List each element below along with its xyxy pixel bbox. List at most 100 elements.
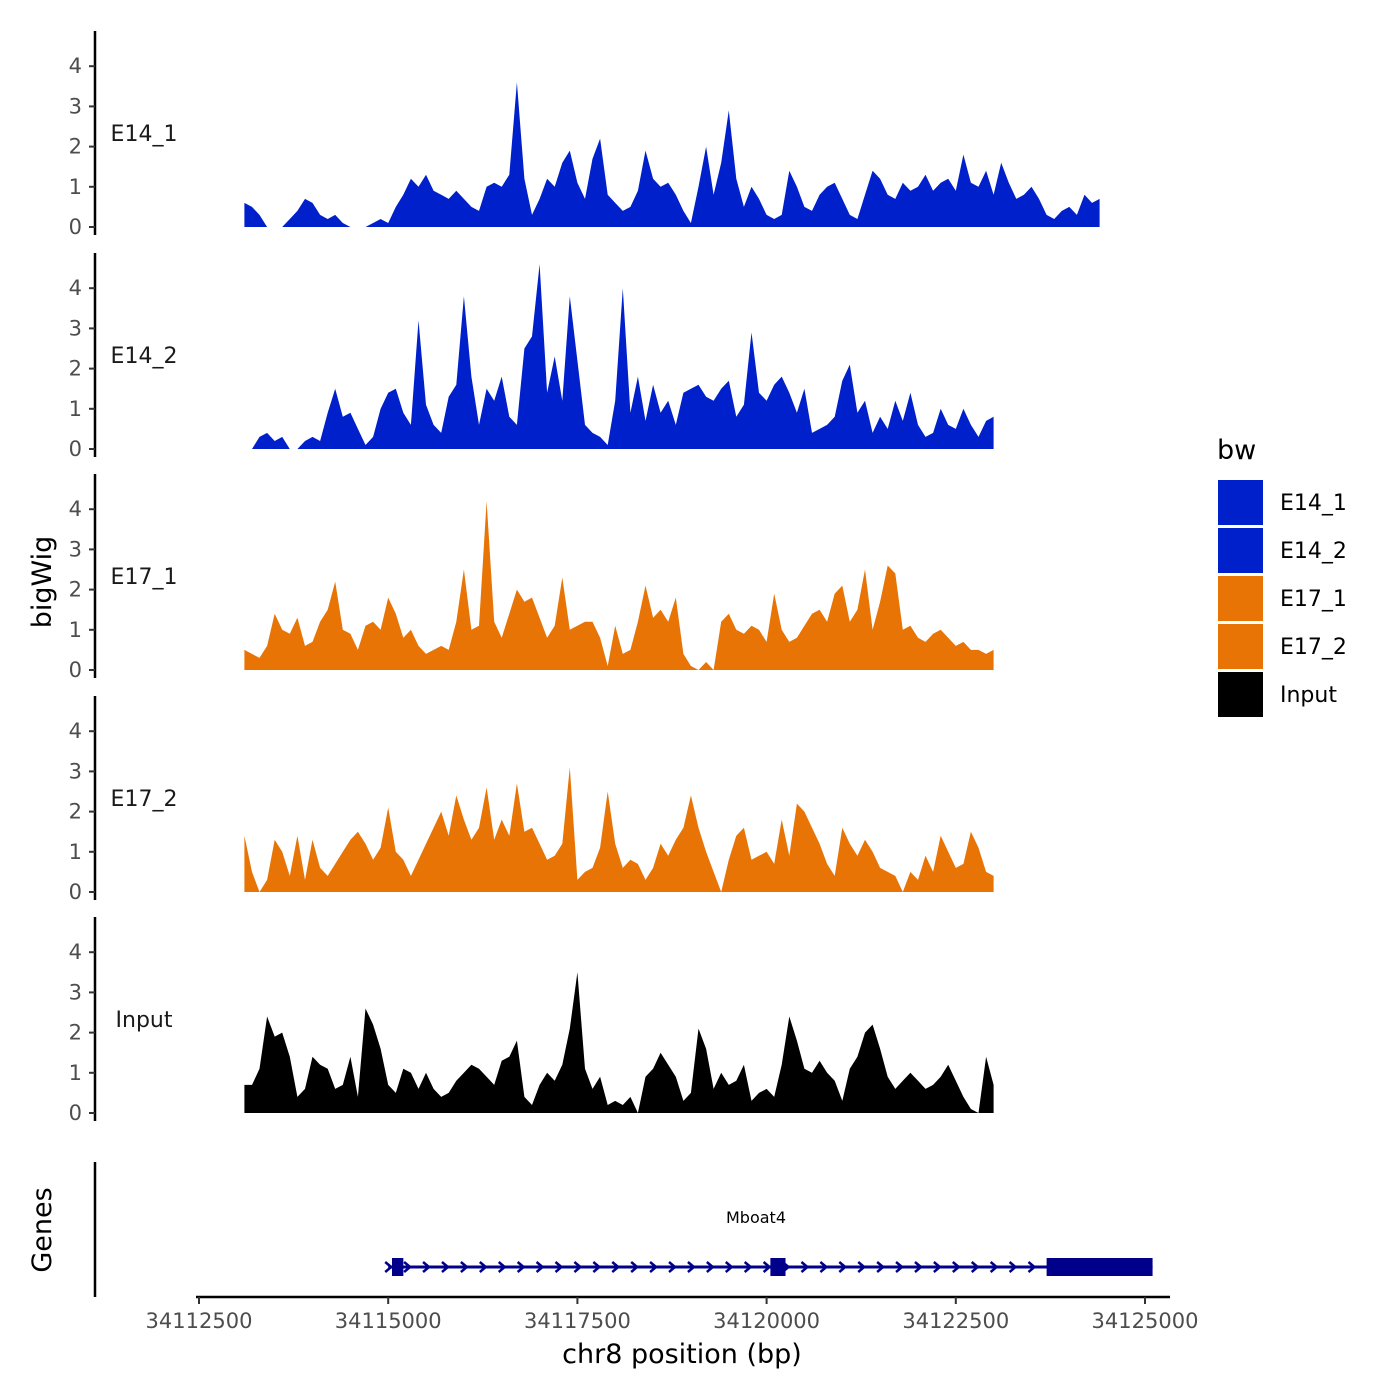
strand-arrow [876, 1261, 886, 1273]
strand-arrow [895, 1261, 904, 1273]
legend-label: E14_1 [1280, 491, 1347, 516]
strand-arrow [914, 1261, 923, 1273]
track-label: E14_2 [111, 344, 178, 369]
x-axis-title: chr8 position (bp) [562, 1339, 802, 1370]
strand-arrow [422, 1261, 431, 1273]
strand-arrow [441, 1261, 450, 1273]
legend-label: E17_2 [1280, 635, 1347, 660]
legend-swatch [1218, 480, 1263, 525]
legend-label: E14_2 [1280, 539, 1347, 564]
strand-arrow [478, 1261, 488, 1273]
strand-arrow [573, 1261, 583, 1273]
legend-swatch [1218, 624, 1263, 669]
strand-arrow [1027, 1261, 1037, 1273]
signal-area [244, 972, 994, 1113]
y-tick-label: 4 [69, 54, 82, 78]
y-tick-label: 1 [69, 397, 82, 421]
strand-arrow [724, 1261, 734, 1273]
legend-swatch [1218, 672, 1263, 717]
track-label: E17_1 [111, 565, 178, 590]
strand-arrow [516, 1261, 526, 1273]
strand-arrow [687, 1261, 696, 1273]
strand-arrow [630, 1261, 640, 1273]
x-tick-label: 34115000 [335, 1309, 442, 1333]
y-tick-label: 0 [69, 1101, 82, 1125]
y-tick-label: 2 [69, 357, 82, 381]
strand-arrow [460, 1261, 469, 1273]
strand-arrow [668, 1261, 677, 1273]
strand-arrow [649, 1261, 659, 1273]
strand-arrow [1008, 1261, 1018, 1273]
y-tick-label: 4 [69, 719, 82, 743]
track-E14_1: 0 1 2 3 4 E14_1 [69, 31, 1100, 239]
signal-area [244, 82, 1100, 227]
x-tick-label: 34125000 [1092, 1309, 1199, 1333]
x-tick-label: 34117500 [524, 1309, 631, 1333]
y-tick-label: 2 [69, 800, 82, 824]
strand-arrow [933, 1261, 942, 1273]
y-tick-label: 4 [69, 276, 82, 300]
y-tick-label: 1 [69, 1061, 82, 1085]
strand-arrow [497, 1261, 507, 1273]
y-tick-label: 2 [69, 1021, 82, 1045]
x-tick-label: 34122500 [902, 1309, 1009, 1333]
gene-label: Mboat4 [726, 1208, 786, 1227]
strand-arrow [611, 1261, 621, 1273]
gene-exon [1046, 1258, 1153, 1276]
y-tick-label: 0 [69, 437, 82, 461]
x-tick-label: 34112500 [146, 1309, 253, 1333]
strand-arrow [743, 1261, 753, 1273]
legend-label: E17_1 [1280, 587, 1347, 612]
strand-arrow [838, 1261, 848, 1273]
strand-arrow [762, 1261, 772, 1273]
y-tick-label: 3 [69, 537, 82, 561]
track-label: E14_1 [111, 122, 178, 147]
legend-label: Input [1280, 683, 1337, 708]
y-tick-label: 2 [69, 578, 82, 602]
track-label: Input [116, 1008, 173, 1033]
strand-arrow [800, 1261, 810, 1273]
track-E14_2: 0 1 2 3 4 E14_2 [69, 253, 994, 461]
y-tick-label: 0 [69, 215, 82, 239]
strand-arrow [857, 1261, 867, 1273]
y-tick-label: 2 [69, 135, 82, 159]
y-tick-label: 1 [69, 618, 82, 642]
gene-exon [770, 1258, 786, 1276]
strand-arrow [706, 1261, 715, 1273]
track-Input: 0 1 2 3 4 Input [69, 917, 994, 1125]
legend-swatch [1218, 528, 1263, 573]
gene-track-title: Genes [27, 1187, 58, 1272]
signal-area [244, 264, 994, 449]
strand-arrow [403, 1261, 413, 1273]
x-axis: 34112500 34115000 34117500 34120000 34122500… [146, 1295, 1199, 1333]
y-tick-label: 0 [69, 880, 82, 904]
signal-area [244, 767, 994, 892]
strand-arrow [592, 1261, 602, 1273]
track-E17_2: 0 1 2 3 4 E17_2 [69, 696, 994, 904]
strand-arrow [384, 1261, 394, 1273]
gene-exon [391, 1258, 404, 1276]
y-tick-label: 3 [69, 316, 82, 340]
legend: bw E14_1 E14_2 E17_1 E17_2 Input [1217, 435, 1347, 717]
y-axis-title: bigWig [27, 536, 58, 629]
legend-swatch [1218, 576, 1263, 621]
track-label: E17_2 [111, 787, 178, 812]
y-tick-label: 3 [69, 980, 82, 1004]
gene-track: Genes Mboat4 [27, 1162, 1153, 1297]
y-tick-label: 3 [69, 759, 82, 783]
strand-arrow [951, 1261, 961, 1273]
x-tick-label: 34120000 [713, 1309, 820, 1333]
legend-title: bw [1217, 435, 1256, 466]
y-tick-label: 1 [69, 840, 82, 864]
y-tick-label: 3 [69, 94, 82, 118]
strand-arrow [989, 1261, 999, 1273]
y-tick-label: 4 [69, 940, 82, 964]
y-tick-label: 4 [69, 497, 82, 521]
y-tick-label: 0 [69, 658, 82, 682]
track-E17_1: 0 1 2 3 4 E17_1 [69, 474, 994, 682]
strand-arrow [819, 1261, 829, 1273]
strand-arrow [535, 1261, 545, 1273]
y-tick-label: 1 [69, 175, 82, 199]
strand-arrow [554, 1261, 564, 1273]
